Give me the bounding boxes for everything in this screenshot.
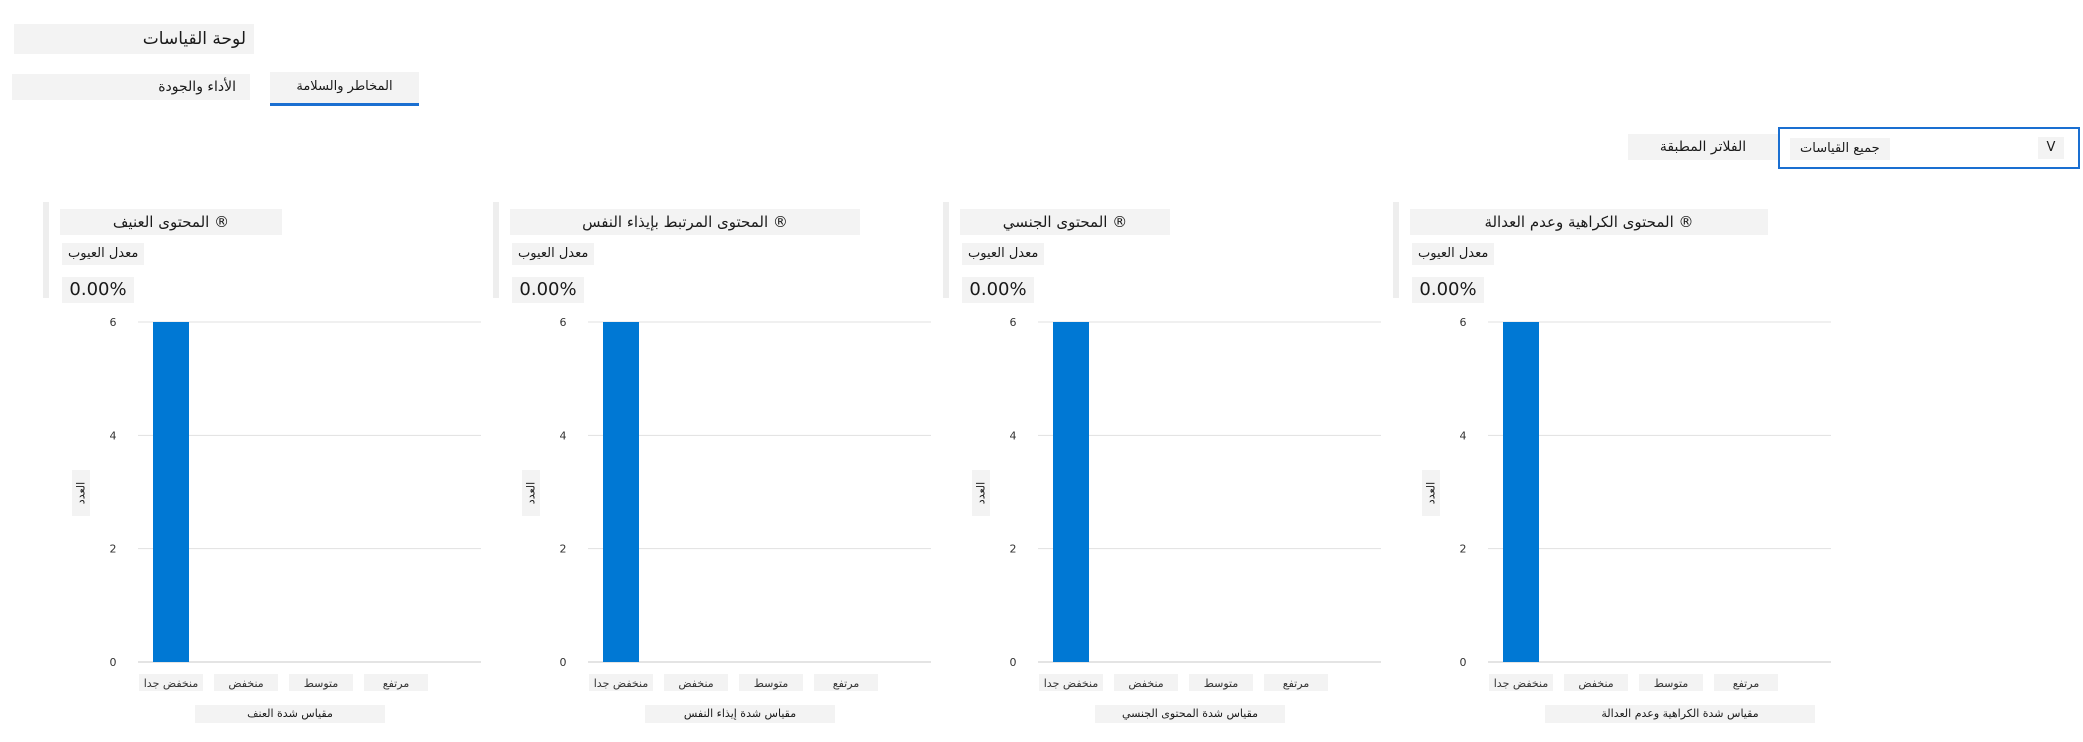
defect-rate-value: 0.00% — [512, 277, 584, 303]
y-axis-label: العدد — [72, 470, 90, 516]
x-tick-label-bg — [1039, 674, 1103, 691]
metrics-filter-dropdown[interactable]: جميع القياسات V — [1778, 127, 2080, 169]
x-tick-label: متوسط — [1654, 677, 1689, 690]
x-tick-label-bg — [1639, 674, 1703, 691]
bar-chart-plot: 0 2 4 6 منخفض جدا منخفض متوسط مرتفع — [110, 316, 481, 691]
x-tick-label-bg — [1114, 674, 1178, 691]
x-tick-label: منخفض جدا — [1494, 677, 1549, 690]
y-axis-label: العدد — [972, 470, 990, 516]
defect-rate-label: معدل العيوب — [1412, 243, 1495, 265]
y-tick-label: 6 — [1460, 316, 1467, 329]
bar[interactable] — [1503, 322, 1539, 662]
card-rail — [943, 202, 949, 298]
x-tick-label: مرتفع — [383, 677, 410, 690]
y-tick-label: 0 — [560, 656, 567, 669]
x-tick-label: منخفض جدا — [144, 677, 199, 690]
chart-title: المحتوى المرتبط بإيذاء النفس ® — [510, 209, 860, 235]
x-tick-label-bg — [289, 674, 353, 691]
y-axis-label: العدد — [1422, 470, 1440, 516]
x-tick-label: منخفض — [228, 677, 263, 690]
chart-title: المحتوى الجنسي ® — [960, 209, 1170, 235]
y-tick-label: 2 — [110, 543, 117, 556]
y-tick-label: 4 — [560, 429, 567, 442]
tab-performance-quality[interactable]: الأداء والجودة — [12, 74, 250, 100]
dropdown-selected-value: جميع القياسات — [1790, 138, 1890, 160]
x-tick-label-bg — [214, 674, 278, 691]
x-tick-label-bg — [1564, 674, 1628, 691]
y-axis-label: العدد — [522, 470, 540, 516]
y-tick-label: 0 — [110, 656, 117, 669]
tab-risk-safety[interactable]: المخاطر والسلامة — [270, 72, 419, 106]
x-tick-label-bg — [1489, 674, 1553, 691]
x-axis-title: مقياس شدة المحتوى الجنسي — [1095, 705, 1285, 723]
x-tick-label-bg — [814, 674, 878, 691]
x-tick-label: متوسط — [754, 677, 789, 690]
x-tick-label-bg — [589, 674, 653, 691]
x-tick-label: مرتفع — [1733, 677, 1760, 690]
bar[interactable] — [153, 322, 189, 662]
y-tick-label: 2 — [1010, 543, 1017, 556]
card-rail — [493, 202, 499, 298]
bar-chart-plot: 0 2 4 6 منخفض جدا منخفض متوسط مرتفع — [1460, 316, 1831, 691]
defect-rate-value: 0.00% — [1412, 277, 1484, 303]
y-tick-label: 2 — [560, 543, 567, 556]
x-tick-label-bg — [1264, 674, 1328, 691]
x-tick-label-bg — [139, 674, 203, 691]
defect-rate-label: معدل العيوب — [62, 243, 145, 265]
defect-rate-value: 0.00% — [62, 277, 134, 303]
x-tick-label: مرتفع — [1283, 677, 1310, 690]
y-tick-label: 6 — [1010, 316, 1017, 329]
bar-chart-plot: 0 2 4 6 منخفض جدا منخفض متوسط مرتفع — [560, 316, 931, 691]
x-tick-label: متوسط — [1204, 677, 1239, 690]
defect-rate-label: معدل العيوب — [512, 243, 595, 265]
card-rail — [43, 202, 49, 298]
x-tick-label-bg — [739, 674, 803, 691]
x-axis-title: مقياس شدة العنف — [195, 705, 385, 723]
bar[interactable] — [603, 322, 639, 662]
y-tick-label: 2 — [1460, 543, 1467, 556]
card-rail — [1393, 202, 1399, 298]
chart-title: المحتوى العنيف ® — [60, 209, 282, 235]
y-tick-label: 0 — [1010, 656, 1017, 669]
x-axis-title: مقياس شدة الكراهية وعدم العدالة — [1545, 705, 1815, 723]
y-tick-label: 6 — [560, 316, 567, 329]
x-axis-title: مقياس شدة إيذاء النفس — [645, 705, 835, 723]
y-tick-label: 0 — [1460, 656, 1467, 669]
x-tick-label: منخفض — [1578, 677, 1613, 690]
applied-filters-label: الفلاتر المطبقة — [1628, 134, 1778, 160]
x-tick-label: منخفض جدا — [594, 677, 649, 690]
defect-rate-value: 0.00% — [962, 277, 1034, 303]
defect-rate-label: معدل العيوب — [962, 243, 1045, 265]
page-title: لوحة القياسات — [14, 24, 254, 54]
chart-title: المحتوى الكراهية وعدم العدالة ® — [1410, 209, 1768, 235]
x-tick-label: منخفض — [1128, 677, 1163, 690]
bar[interactable] — [1053, 322, 1089, 662]
x-tick-label: منخفض — [678, 677, 713, 690]
y-tick-label: 4 — [110, 429, 117, 442]
y-tick-label: 4 — [1010, 429, 1017, 442]
y-tick-label: 6 — [110, 316, 117, 329]
x-tick-label: منخفض جدا — [1044, 677, 1099, 690]
y-tick-label: 4 — [1460, 429, 1467, 442]
x-tick-label: مرتفع — [833, 677, 860, 690]
bar-chart-plot: 0 2 4 6 منخفض جدا منخفض متوسط مرتفع — [1010, 316, 1381, 691]
chevron-down-icon[interactable]: V — [2038, 137, 2064, 159]
x-tick-label: متوسط — [304, 677, 339, 690]
x-tick-label-bg — [664, 674, 728, 691]
x-tick-label-bg — [1189, 674, 1253, 691]
x-tick-label-bg — [1714, 674, 1778, 691]
x-tick-label-bg — [364, 674, 428, 691]
